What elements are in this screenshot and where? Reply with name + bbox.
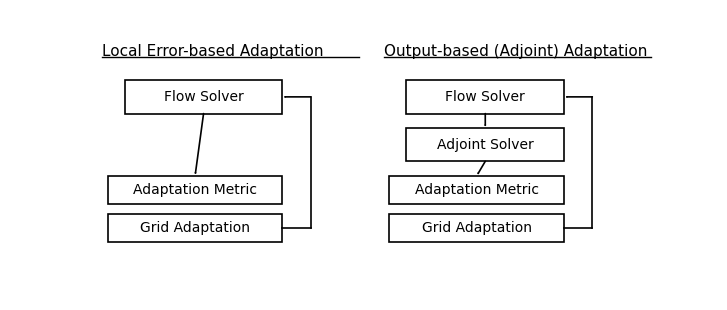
Text: Adaptation Metric: Adaptation Metric	[133, 183, 257, 197]
FancyBboxPatch shape	[406, 80, 564, 113]
Text: Adaptation Metric: Adaptation Metric	[415, 183, 539, 197]
Text: Output-based (Adjoint) Adaptation: Output-based (Adjoint) Adaptation	[384, 44, 647, 59]
Text: Flow Solver: Flow Solver	[164, 90, 244, 104]
FancyBboxPatch shape	[390, 176, 564, 204]
FancyBboxPatch shape	[108, 176, 282, 204]
FancyBboxPatch shape	[390, 214, 564, 242]
Text: Grid Adaptation: Grid Adaptation	[140, 221, 250, 235]
FancyBboxPatch shape	[108, 214, 282, 242]
Text: Flow Solver: Flow Solver	[446, 90, 525, 104]
Text: Local Error-based Adaptation: Local Error-based Adaptation	[102, 44, 324, 59]
Text: Adjoint Solver: Adjoint Solver	[437, 138, 534, 152]
FancyBboxPatch shape	[125, 80, 283, 113]
Text: Grid Adaptation: Grid Adaptation	[422, 221, 532, 235]
FancyBboxPatch shape	[406, 128, 564, 161]
